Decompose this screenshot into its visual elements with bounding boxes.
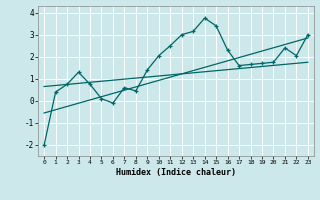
X-axis label: Humidex (Indice chaleur): Humidex (Indice chaleur) bbox=[116, 168, 236, 177]
